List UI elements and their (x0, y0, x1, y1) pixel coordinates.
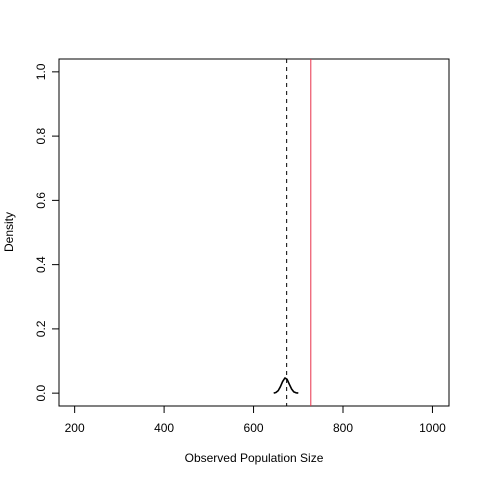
y-tick-label: 1.0 (34, 63, 48, 80)
density-curve (273, 377, 299, 394)
y-tick-label: 0.4 (34, 256, 48, 273)
x-tick-label: 1000 (419, 421, 446, 435)
x-tick-label: 400 (154, 421, 174, 435)
y-tick-label: 0.6 (34, 192, 48, 209)
y-tick-label: 0.8 (34, 127, 48, 144)
plot-marks (273, 59, 312, 406)
x-tick-label: 800 (333, 421, 353, 435)
y-axis-title: Density (2, 212, 16, 252)
y-tick-label: 0.2 (34, 320, 48, 337)
y-tick-label: 0.0 (34, 384, 48, 401)
x-axis-title: Observed Population Size (185, 451, 324, 465)
plot-frame (58, 58, 450, 407)
y-axis: 0.0 0.2 0.4 0.6 0.8 1.0 (34, 63, 60, 401)
x-tick-label: 200 (65, 421, 85, 435)
x-tick-label: 600 (244, 421, 264, 435)
x-axis: 200 400 600 800 1000 (65, 405, 446, 435)
